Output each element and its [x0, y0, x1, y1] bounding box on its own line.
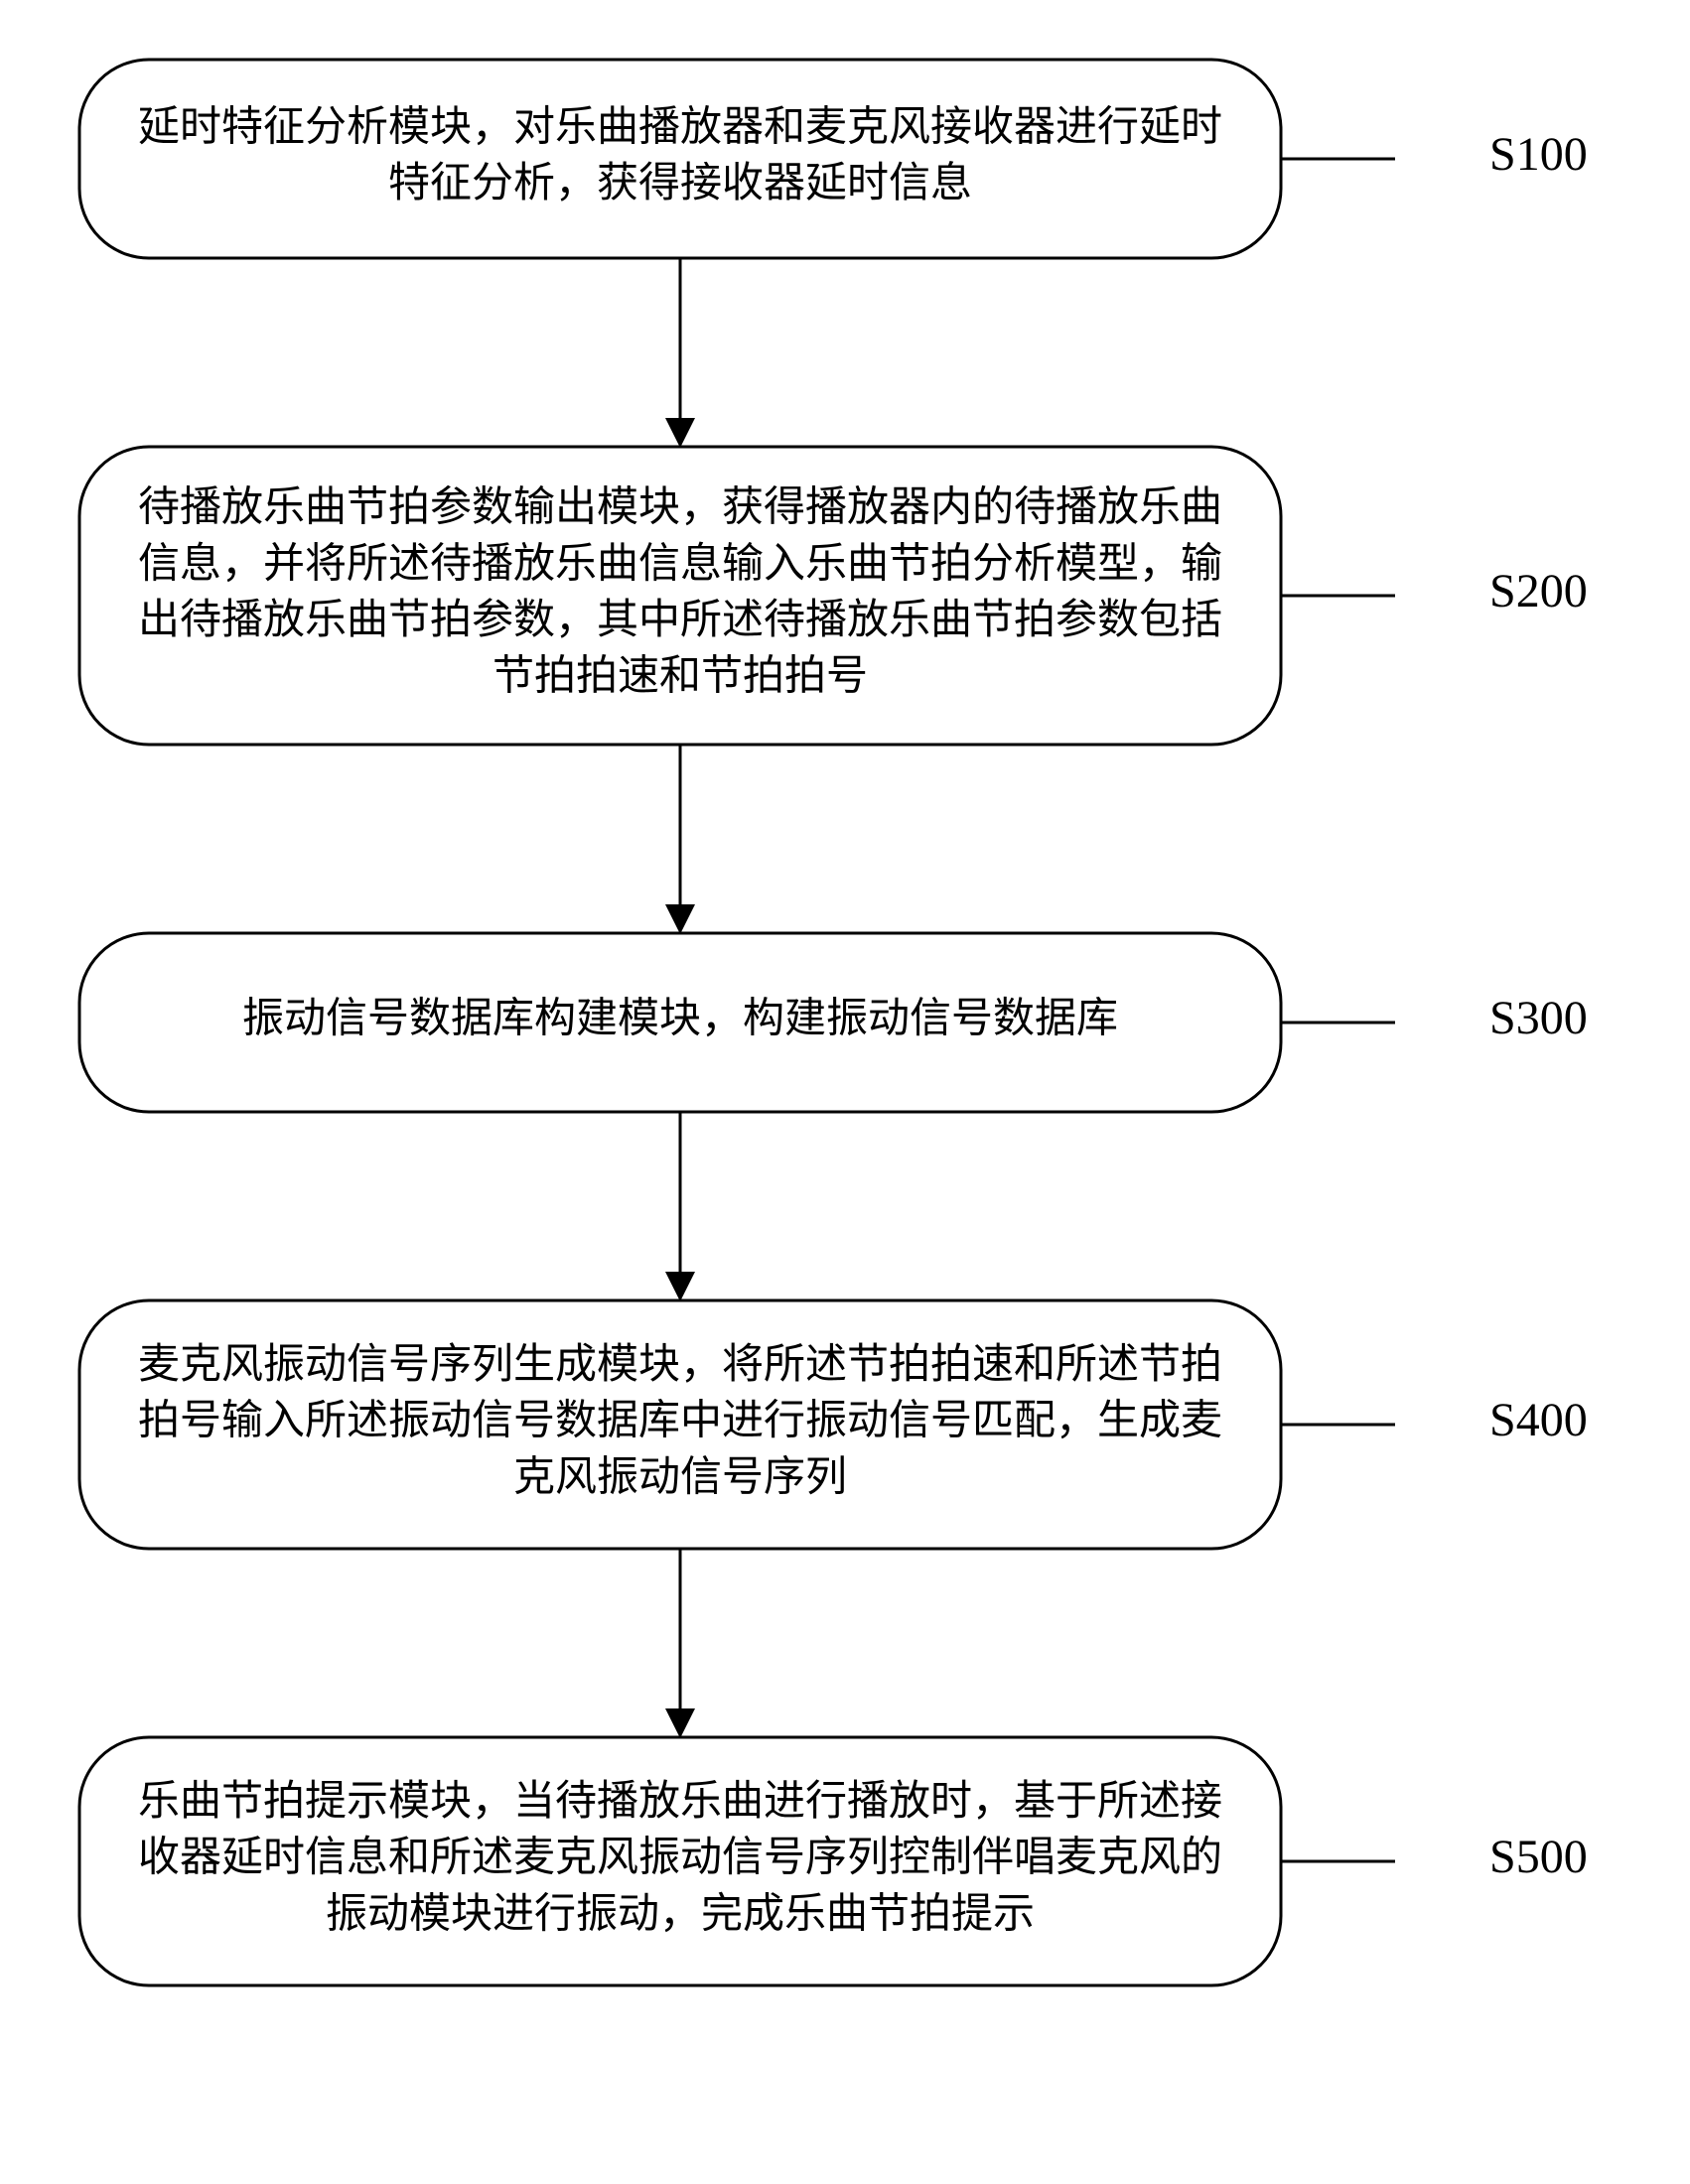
flow-step-text: 麦克风振动信号序列生成模块，将所述节拍拍速和所述节拍 — [138, 1342, 1222, 1388]
flow-step-label: S300 — [1489, 992, 1588, 1044]
flow-step-text: 振动信号数据库构建模块，构建振动信号数据库 — [242, 997, 1118, 1042]
flow-step-text: 信息，并将所述待播放乐曲信息输入乐曲节拍分析模型，输 — [138, 540, 1222, 587]
flow-step-text: 克风振动信号序列 — [513, 1454, 847, 1500]
flow-step-text: 节拍拍速和节拍拍号 — [493, 654, 868, 700]
flow-step-s200: 待播放乐曲节拍参数输出模块，获得播放器内的待播放乐曲信息，并将所述待播放乐曲信息… — [79, 447, 1588, 745]
flow-step-text: 出待播放乐曲节拍参数，其中所述待播放乐曲节拍参数包括 — [138, 597, 1222, 643]
flow-step-text: 特征分析，获得接收器延时信息 — [388, 160, 972, 206]
flow-step-label: S200 — [1489, 565, 1588, 617]
flowchart: 延时特征分析模块，对乐曲播放器和麦克风接收器进行延时特征分析，获得接收器延时信息… — [0, 0, 1690, 2184]
flow-step-text: 乐曲节拍提示模块，当待播放乐曲进行播放时，基于所述接 — [138, 1779, 1222, 1825]
flow-step-s400: 麦克风振动信号序列生成模块，将所述节拍拍速和所述节拍拍号输入所述振动信号数据库中… — [79, 1300, 1588, 1549]
flow-step-label: S100 — [1489, 128, 1588, 181]
flow-step-label: S400 — [1489, 1394, 1588, 1446]
flow-step-text: 延时特征分析模块，对乐曲播放器和麦克风接收器进行延时 — [138, 104, 1222, 150]
flow-step-s100: 延时特征分析模块，对乐曲播放器和麦克风接收器进行延时特征分析，获得接收器延时信息… — [79, 60, 1588, 258]
flow-step-s300: 振动信号数据库构建模块，构建振动信号数据库 S300 — [79, 933, 1588, 1112]
flow-step-text: 待播放乐曲节拍参数输出模块，获得播放器内的待播放乐曲 — [138, 484, 1222, 531]
flow-step-text: 收器延时信息和所述麦克风振动信号序列控制伴唱麦克风的 — [138, 1835, 1222, 1881]
flow-step-s500: 乐曲节拍提示模块，当待播放乐曲进行播放时，基于所述接收器延时信息和所述麦克风振动… — [79, 1737, 1588, 1985]
flow-step-label: S500 — [1489, 1831, 1588, 1883]
flow-step-text: 拍号输入所述振动信号数据库中进行振动信号匹配，生成麦 — [138, 1399, 1222, 1444]
flow-step-text: 振动模块进行振动，完成乐曲节拍提示 — [326, 1890, 1035, 1937]
